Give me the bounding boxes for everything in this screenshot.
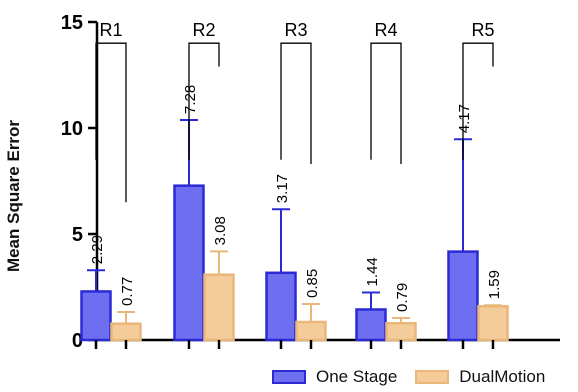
bracket-r3 [280, 42, 312, 165]
data-label-1-0: 7.28 [182, 85, 199, 114]
y-axis-label: Mean Square Error [4, 119, 23, 273]
data-label-3-1: 0.79 [394, 283, 411, 312]
legend-swatch-one-stage [272, 370, 306, 384]
bracket-label-r4: R4 [374, 20, 397, 40]
y-tick-label-0: 0 [72, 330, 83, 352]
data-label-3-0: 1.44 [364, 257, 381, 286]
data-label-1-1: 3.08 [212, 216, 229, 245]
bracket-r5 [462, 42, 494, 160]
bracket-label-r1: R1 [99, 20, 122, 40]
bar-r2-dualmotion [203, 273, 235, 342]
data-label-2-1: 0.85 [304, 269, 321, 298]
bracket-r2 [188, 42, 220, 160]
bar-r5-one-stage [447, 250, 479, 342]
bar-r5-dualmotion [477, 305, 509, 342]
data-label-4-0: 4.17 [456, 104, 473, 133]
legend: One Stage DualMotion [272, 366, 563, 388]
data-label-2-0: 3.17 [274, 174, 291, 203]
bar-r3-dualmotion [295, 320, 327, 342]
bar-r3-one-stage [265, 271, 297, 342]
bracket-label-r5: R5 [471, 20, 494, 40]
legend-item-dualmotion: DualMotion [415, 367, 545, 387]
data-label-0-0: 2.29 [89, 235, 106, 264]
bar-r1-dualmotion [110, 322, 142, 342]
y-tick-label-10: 10 [61, 118, 83, 140]
legend-label-dualmotion: DualMotion [459, 367, 546, 386]
legend-swatch-dualmotion [415, 370, 450, 384]
legend-item-one-stage: One Stage [272, 367, 397, 387]
bracket-r4 [370, 42, 402, 165]
bar-r2-one-stage [173, 184, 205, 342]
bracket-label-r2: R2 [192, 20, 215, 40]
y-tick-label-15: 15 [61, 12, 83, 34]
bar-r4-one-stage [355, 308, 387, 342]
bracket-label-r3: R3 [284, 20, 307, 40]
legend-label-one-stage: One Stage [316, 367, 398, 386]
data-label-0-1: 0.77 [119, 277, 136, 306]
data-label-4-1: 1.59 [486, 270, 503, 299]
bar-r1-one-stage [80, 290, 112, 342]
bar-r4-dualmotion [385, 322, 417, 342]
bracket-r1 [95, 42, 127, 203]
y-tick-label-5: 5 [72, 224, 83, 246]
